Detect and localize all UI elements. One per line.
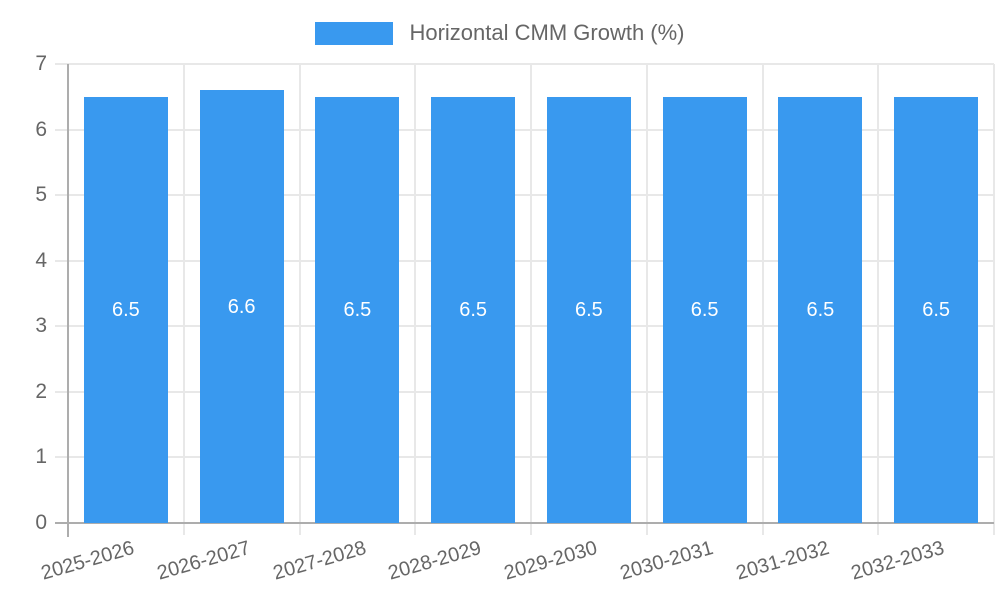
- x-gridline: [530, 64, 532, 523]
- bar[interactable]: [778, 96, 863, 523]
- x-gridline: [877, 64, 880, 523]
- x-tick-label: 2028-2029: [386, 537, 485, 585]
- x-tick-label: 2029-2030: [501, 537, 600, 585]
- y-tick-label: 0: [35, 511, 47, 534]
- bar[interactable]: [431, 96, 516, 523]
- y-tick-mark: [55, 456, 68, 459]
- y-tick-label: 1: [35, 445, 47, 469]
- x-tick-label: 2032-2033: [849, 537, 948, 585]
- x-tick-label: 2031-2032: [733, 537, 832, 585]
- bar-value-label: 6.5: [922, 298, 951, 321]
- x-tick-label: 2026-2027: [154, 537, 253, 585]
- legend-swatch: [315, 21, 394, 45]
- y-tick-label: 3: [35, 314, 47, 338]
- bar[interactable]: [199, 90, 284, 523]
- x-gridline: [414, 64, 417, 523]
- y-tick-mark: [55, 325, 68, 328]
- y-axis-line: [67, 64, 69, 537]
- y-tick-mark: [55, 63, 68, 65]
- x-gridline: [761, 64, 764, 523]
- x-tick-label: 2027-2028: [270, 537, 369, 585]
- x-tick-mark: [414, 523, 417, 535]
- y-tick-label: 4: [35, 248, 47, 272]
- x-tick-mark: [761, 523, 764, 535]
- bar[interactable]: [662, 96, 747, 523]
- x-tick-mark: [182, 523, 185, 535]
- bar-value-label: 6.5: [459, 298, 488, 321]
- bar-value-label: 6.5: [690, 298, 719, 321]
- y-tick-mark: [55, 259, 68, 262]
- legend-label: Horizontal CMM Growth (%): [409, 20, 685, 45]
- x-axis-line: [68, 522, 994, 524]
- bar-value-label: 6.6: [227, 295, 256, 318]
- bar-value-label: 6.5: [343, 298, 372, 321]
- y-tick-label: 2: [35, 379, 47, 403]
- y-tick-mark: [55, 194, 68, 197]
- y-tick-mark: [55, 390, 68, 393]
- x-tick-mark: [645, 523, 648, 535]
- y-tick-label: 5: [35, 183, 47, 207]
- x-tick-mark: [530, 523, 532, 535]
- x-gridline: [182, 64, 185, 523]
- x-tick-mark: [298, 523, 301, 535]
- x-tick-mark: [993, 523, 995, 535]
- bar-value-label: 6.5: [574, 298, 603, 321]
- y-tick-label: 6: [35, 117, 47, 141]
- x-tick-label: 2030-2031: [617, 537, 716, 585]
- x-gridline: [993, 64, 995, 523]
- bar[interactable]: [83, 96, 168, 523]
- y-tick-mark: [55, 522, 68, 524]
- bar[interactable]: [315, 96, 400, 523]
- bar-value-label: 6.5: [111, 298, 140, 321]
- legend-item[interactable]: Horizontal CMM Growth (%): [0, 19, 1000, 47]
- y-tick-label: 7: [35, 52, 47, 75]
- bar[interactable]: [546, 96, 631, 523]
- x-tick-mark: [877, 523, 880, 535]
- bar-value-label: 6.5: [806, 298, 835, 321]
- x-gridline: [645, 64, 648, 523]
- bar[interactable]: [894, 96, 979, 523]
- x-tick-label: 2025-2026: [38, 537, 137, 585]
- x-gridline: [298, 64, 301, 523]
- y-tick-mark: [55, 128, 68, 131]
